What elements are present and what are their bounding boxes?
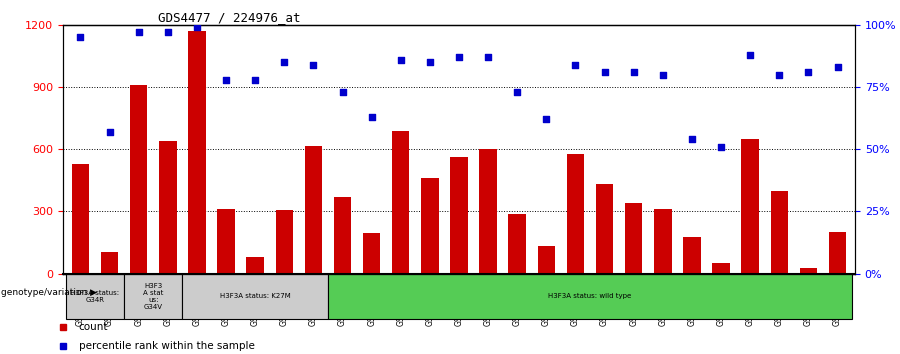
Bar — [596, 184, 613, 274]
Point — [626, 69, 641, 75]
Point — [103, 129, 117, 135]
Bar — [480, 149, 497, 274]
Point — [481, 54, 495, 60]
Text: count: count — [79, 322, 108, 332]
Bar — [421, 178, 438, 274]
Bar — [275, 210, 293, 274]
Bar — [130, 85, 148, 274]
Text: GDS4477 / 224976_at: GDS4477 / 224976_at — [158, 11, 301, 24]
Bar — [800, 268, 817, 274]
Text: H3F3A status: K27M: H3F3A status: K27M — [220, 293, 291, 299]
Point — [772, 72, 787, 78]
Bar — [72, 164, 89, 274]
Bar — [742, 139, 759, 274]
Point — [831, 64, 845, 70]
Point — [219, 77, 233, 82]
Text: H3F3A status:
G34R: H3F3A status: G34R — [70, 290, 120, 303]
Bar — [363, 233, 381, 274]
Bar — [101, 252, 118, 274]
Bar — [247, 257, 264, 274]
Bar — [124, 274, 183, 319]
Point — [131, 29, 146, 35]
Text: H3F3A status: wild type: H3F3A status: wild type — [548, 293, 632, 299]
Point — [73, 34, 87, 40]
Bar — [188, 31, 206, 274]
Bar — [159, 141, 176, 274]
Bar — [217, 209, 235, 274]
Bar — [66, 274, 124, 319]
Bar — [508, 215, 526, 274]
Bar — [567, 154, 584, 274]
Point — [336, 89, 350, 95]
Bar — [334, 197, 351, 274]
Point — [248, 77, 263, 82]
Point — [714, 144, 728, 149]
Bar — [392, 131, 410, 274]
Point — [568, 62, 582, 67]
Bar — [683, 237, 701, 274]
Text: H3F3
A stat
us:
G34V: H3F3 A stat us: G34V — [143, 283, 164, 310]
Bar — [450, 158, 468, 274]
Point — [539, 116, 554, 122]
Point — [190, 24, 204, 30]
Bar — [537, 246, 555, 274]
Point — [655, 72, 670, 78]
Point — [160, 29, 175, 35]
Point — [510, 89, 525, 95]
Point — [306, 62, 320, 67]
Point — [743, 52, 758, 57]
Point — [598, 69, 612, 75]
Bar — [625, 203, 643, 274]
Point — [452, 54, 466, 60]
Point — [685, 136, 699, 142]
Text: percentile rank within the sample: percentile rank within the sample — [79, 341, 255, 351]
Point — [393, 57, 408, 62]
Point — [277, 59, 292, 65]
Bar — [829, 232, 846, 274]
Point — [801, 69, 815, 75]
Text: genotype/variation ▶: genotype/variation ▶ — [1, 287, 97, 297]
Bar — [770, 191, 788, 274]
Bar — [712, 263, 730, 274]
Bar — [305, 146, 322, 274]
Bar — [328, 274, 852, 319]
Bar — [183, 274, 328, 319]
Point — [423, 59, 437, 65]
Bar — [654, 209, 671, 274]
Point — [364, 114, 379, 120]
